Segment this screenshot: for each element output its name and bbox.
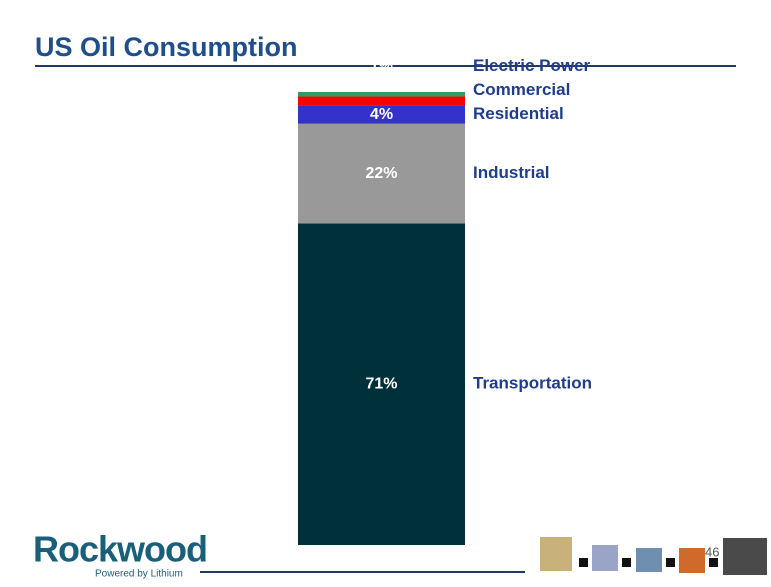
bar-segment <box>298 96 465 106</box>
bullet <box>709 558 718 567</box>
value-label: 1% <box>370 58 393 75</box>
category-label: Transportation <box>473 374 592 393</box>
thumb <box>592 545 618 571</box>
category-label: Commercial <box>473 80 570 99</box>
bullet <box>579 558 588 567</box>
footer-images <box>540 537 767 575</box>
bar-segment <box>298 223 465 545</box>
slide-title: US Oil Consumption <box>35 32 298 62</box>
category-label: Residential <box>473 104 564 123</box>
category-label: Industrial <box>473 163 550 182</box>
value-label: 71% <box>365 375 397 392</box>
thumb <box>540 537 572 571</box>
logo: Rockwood <box>33 529 207 570</box>
thumb <box>636 548 662 572</box>
thumb <box>679 548 705 573</box>
bar-segment <box>298 92 465 97</box>
bar-segment <box>298 123 465 224</box>
tagline: Powered by Lithium <box>95 569 183 580</box>
value-label: 22% <box>365 165 397 182</box>
thumb <box>723 538 767 575</box>
page-number: 46 <box>705 544 719 559</box>
value-label: 4% <box>370 106 393 123</box>
category-label: Electric Power <box>473 56 591 75</box>
bar-segment <box>298 105 465 124</box>
bullet <box>666 558 675 567</box>
chart: 71% Transportation 22% Industrial 4% Resident… <box>298 56 592 545</box>
bullet <box>622 558 631 567</box>
